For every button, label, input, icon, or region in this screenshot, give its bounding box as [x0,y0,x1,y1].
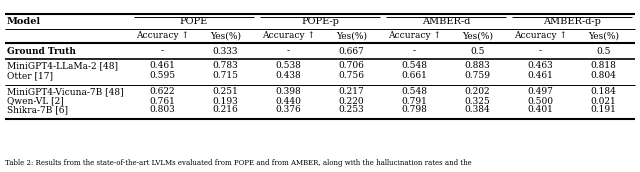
Text: Yes(%): Yes(%) [336,31,367,40]
Text: 0.497: 0.497 [527,88,554,96]
Text: 0.548: 0.548 [401,88,428,96]
Text: Accuracy ↑: Accuracy ↑ [136,31,189,40]
Text: 0.883: 0.883 [465,62,490,71]
Text: AMBER-d: AMBER-d [422,17,470,25]
Text: 0.325: 0.325 [465,96,490,105]
Text: MiniGPT4-Vicuna-7B [48]: MiniGPT4-Vicuna-7B [48] [7,88,124,96]
Text: 0.461: 0.461 [150,62,175,71]
Text: 0.253: 0.253 [339,105,364,115]
Text: 0.193: 0.193 [212,96,238,105]
Text: 0.217: 0.217 [339,88,364,96]
Text: 0.440: 0.440 [276,96,301,105]
Text: 0.438: 0.438 [276,72,301,80]
Text: 0.715: 0.715 [212,72,239,80]
Text: Accuracy ↑: Accuracy ↑ [262,31,315,40]
Text: 0.333: 0.333 [212,46,238,56]
Text: Qwen-VL [2]: Qwen-VL [2] [7,96,64,105]
Text: 0.191: 0.191 [591,105,616,115]
Text: 0.5: 0.5 [470,46,484,56]
Text: 0.667: 0.667 [339,46,364,56]
Text: 0.401: 0.401 [527,105,554,115]
Text: 0.798: 0.798 [401,105,428,115]
Text: 0.804: 0.804 [591,72,616,80]
Text: AMBER-d-p: AMBER-d-p [543,17,601,25]
Text: Yes(%): Yes(%) [462,31,493,40]
Text: Accuracy ↑: Accuracy ↑ [388,31,441,40]
Text: 0.021: 0.021 [591,96,616,105]
Text: POPE-p: POPE-p [301,17,339,25]
Text: 0.463: 0.463 [527,62,554,71]
Text: Yes(%): Yes(%) [210,31,241,40]
Text: 0.184: 0.184 [591,88,616,96]
Text: 0.761: 0.761 [150,96,175,105]
Text: -: - [539,46,542,56]
Text: 0.216: 0.216 [212,105,238,115]
Text: 0.384: 0.384 [465,105,490,115]
Text: 0.803: 0.803 [150,105,175,115]
Text: 0.500: 0.500 [527,96,554,105]
Text: MiniGPT4-LLaMa-2 [48]: MiniGPT4-LLaMa-2 [48] [7,62,118,71]
Text: 0.622: 0.622 [150,88,175,96]
Text: -: - [161,46,164,56]
Text: 0.706: 0.706 [339,62,364,71]
Text: 0.538: 0.538 [276,62,301,71]
Text: 0.756: 0.756 [339,72,365,80]
Text: 0.461: 0.461 [527,72,554,80]
Text: Table 2: Results from the state-of-the-art LVLMs evaluated from POPE and from AM: Table 2: Results from the state-of-the-a… [5,159,472,167]
Text: 0.783: 0.783 [212,62,238,71]
Text: Ground Truth: Ground Truth [7,46,76,56]
Text: Accuracy ↑: Accuracy ↑ [514,31,567,40]
Text: Model: Model [7,17,41,25]
Text: 0.791: 0.791 [401,96,428,105]
Text: 0.251: 0.251 [212,88,239,96]
Text: POPE: POPE [180,17,208,25]
Text: Shikra-7B [6]: Shikra-7B [6] [7,105,68,115]
Text: -: - [413,46,416,56]
Text: 0.398: 0.398 [276,88,301,96]
Text: Otter [17]: Otter [17] [7,72,53,80]
Text: 0.376: 0.376 [276,105,301,115]
Text: 0.818: 0.818 [591,62,616,71]
Text: 0.5: 0.5 [596,46,611,56]
Text: 0.661: 0.661 [401,72,428,80]
Text: -: - [287,46,290,56]
Text: Yes(%): Yes(%) [588,31,619,40]
Text: 0.202: 0.202 [465,88,490,96]
Text: 0.759: 0.759 [465,72,490,80]
Text: 0.548: 0.548 [401,62,428,71]
Text: 0.595: 0.595 [149,72,175,80]
Text: 0.220: 0.220 [339,96,364,105]
